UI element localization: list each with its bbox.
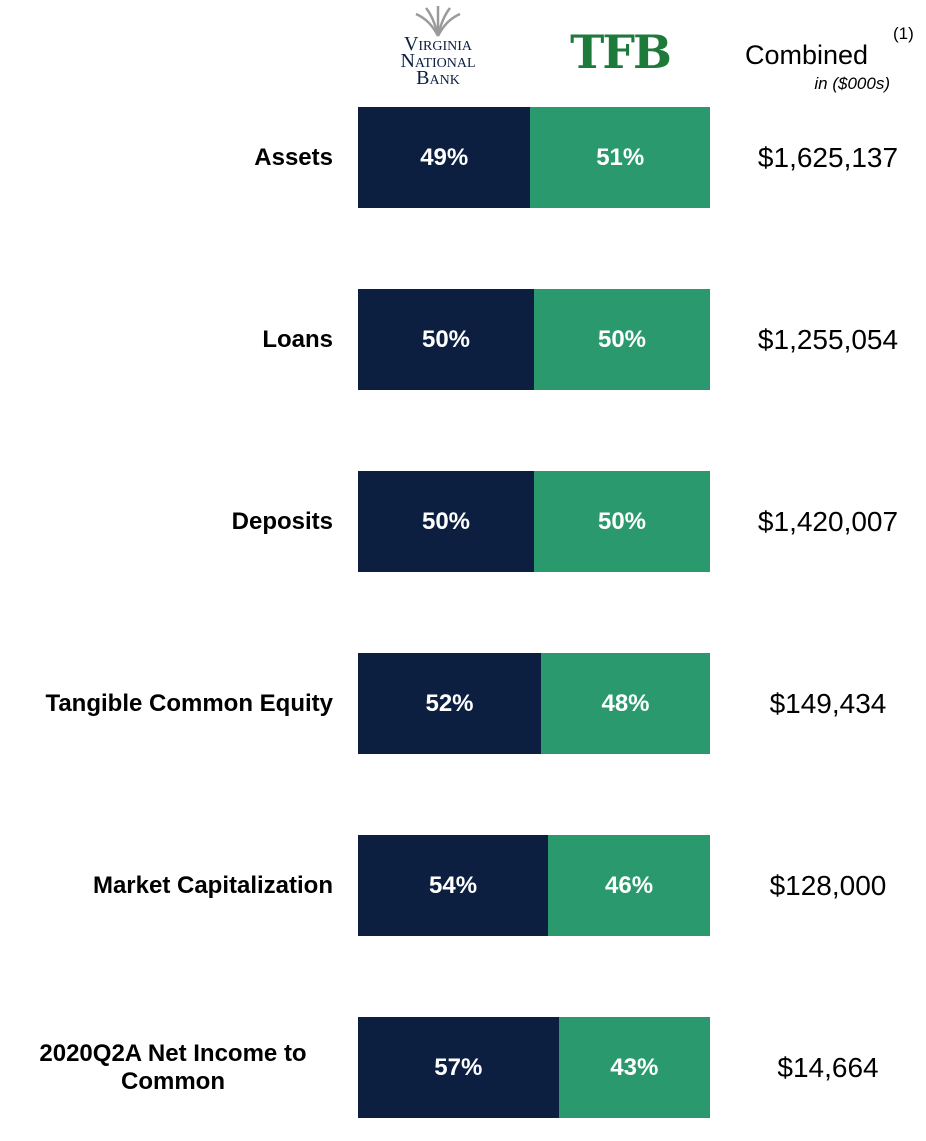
vnb-logo-text: Virginia National Bank <box>400 33 476 89</box>
combined-header: Combined <box>745 40 869 70</box>
bar-segment: 50% <box>534 471 710 572</box>
value-label: 51% <box>596 143 645 171</box>
category-text: Market Capitalization <box>92 871 333 899</box>
category-text: Assets <box>254 143 333 171</box>
category-text: Tangible Common Equity <box>45 689 333 717</box>
bar-segment: 54% <box>358 835 549 936</box>
combined-value: $14,664 <box>777 1051 879 1083</box>
value-label: 54% <box>429 871 478 899</box>
vnb-logo-icon <box>415 6 461 37</box>
category-label: Deposits <box>0 471 333 572</box>
value-label: 46% <box>605 871 654 899</box>
value-label: 50% <box>597 507 647 535</box>
bar-segment: 49% <box>358 107 531 208</box>
category-label: Loans <box>0 289 333 390</box>
tfb-logo-text: TFB <box>570 25 672 79</box>
bar-segment: 51% <box>530 107 710 208</box>
combined-value: $1,625,137 <box>757 141 899 173</box>
combined-note: (1) <box>893 24 914 43</box>
combined-value: $1,255,054 <box>757 323 899 355</box>
category-label: Assets <box>0 107 333 208</box>
category-text: 2020Q2A Net Income to Common <box>39 1039 307 1095</box>
category-label: Tangible Common Equity <box>0 653 333 754</box>
value-label: 52% <box>425 689 474 717</box>
value-label: 50% <box>421 325 471 353</box>
bar-segment: 50% <box>358 289 534 390</box>
value-label: 43% <box>610 1053 659 1081</box>
bar-segment: 43% <box>558 1017 710 1118</box>
value-label: 57% <box>434 1053 483 1081</box>
category-label: 2020Q2A Net Income to Common <box>0 1017 333 1118</box>
combined-value: $149,434 <box>769 687 887 719</box>
bar-segment: 50% <box>534 289 710 390</box>
combined-value: $1,420,007 <box>757 505 899 537</box>
category-text: Deposits <box>231 507 333 535</box>
value-label: 50% <box>597 325 647 353</box>
bar-segment: 52% <box>358 653 542 754</box>
combined-value: $128,000 <box>769 869 887 901</box>
bar-segment: 50% <box>358 471 534 572</box>
category-text: Loans <box>262 325 333 353</box>
category-label: Market Capitalization <box>0 835 333 936</box>
value-label: 49% <box>420 143 469 171</box>
value-label: 50% <box>421 507 471 535</box>
bar-segment: 48% <box>541 653 710 754</box>
bar-segment: 46% <box>548 835 710 936</box>
combined-unit: in ($000s) <box>814 74 890 93</box>
bar-segment: 57% <box>358 1017 559 1118</box>
value-label: 48% <box>601 689 650 717</box>
